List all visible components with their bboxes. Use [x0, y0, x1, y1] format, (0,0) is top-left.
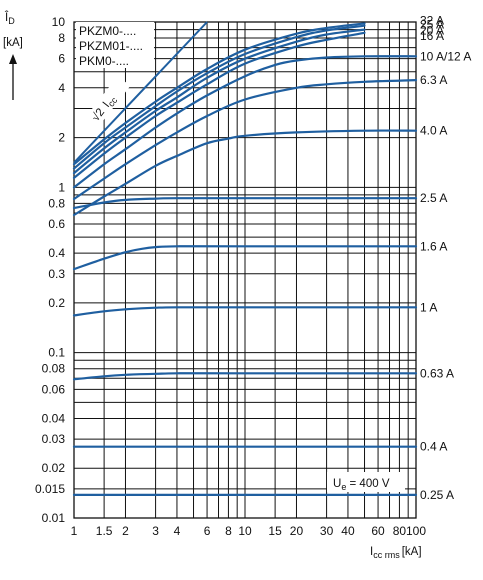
y-axis-unit: [kA]: [3, 37, 23, 49]
series-line: [72, 55, 418, 189]
y-tick-label: 0.8: [48, 196, 65, 210]
product-label-pkzm0: PKZM0-....: [79, 24, 136, 38]
x-tick-label: 15: [268, 524, 282, 538]
voltage-condition-text: Ue = 400 V: [333, 478, 390, 492]
series-line: [72, 245, 418, 271]
x-tick-label: 20: [290, 524, 304, 538]
product-label-pkm0: PKM0-....: [79, 54, 129, 68]
x-tick-label: 40: [341, 524, 355, 538]
y-tick-labels: 10 8 6 4 2 1 0.8 0.6 0.4 0.3 0.2 0.1 0.08 0.06 0.04 0.0…: [35, 15, 65, 525]
sqrt2-label-bg: [85, 75, 131, 127]
y-tick-label: 0.4: [48, 246, 65, 260]
product-labels: PKZM0-.... PKZM01-.... PKM0-....: [76, 22, 154, 68]
y-tick-label: 0.03: [42, 432, 66, 446]
y-tick-label: 0.02: [42, 461, 66, 475]
x-tick-label: 1: [71, 524, 78, 538]
chart-grid: [73, 21, 417, 519]
series-label: 0.63 A: [420, 366, 454, 380]
series-labels: 32 A25 A20 A16 A 10 A/12 A 6.3 A 4.0 A 2.5 A…: [420, 13, 471, 501]
x-tick-label: 8: [225, 524, 232, 538]
x-tick-label: 80: [393, 524, 407, 538]
series-label: 20 A: [420, 24, 444, 38]
voltage-condition: Ue = 400 V: [327, 472, 405, 492]
voltage-value: = 400 V: [346, 478, 389, 490]
series-label: 1.6 A: [420, 239, 447, 253]
series-label: 0.25 A: [420, 488, 454, 502]
x-axis-label: Icc rms [kA]: [370, 546, 422, 560]
y-axis-symbol: ÎD: [4, 11, 15, 26]
x-tick-label: 30: [320, 524, 334, 538]
y-tick-label: 0.08: [42, 362, 66, 376]
series-line: [72, 372, 418, 381]
series-line: [72, 28, 366, 175]
series-line: [72, 31, 366, 179]
series-label: 4.0 A: [420, 124, 447, 138]
series-curves: [72, 22, 418, 496]
series-line: [72, 197, 418, 210]
voltage-subscript: e: [341, 482, 346, 492]
series-label: 32 A: [420, 13, 444, 27]
y-tick-label: 0.6: [48, 217, 65, 231]
series-line: [72, 306, 418, 317]
x-tick-label: 1.5: [96, 524, 113, 538]
series-label: 16 A: [420, 29, 444, 43]
product-labels-bg: [76, 22, 154, 68]
sqrt2-reference-line: [73, 21, 208, 164]
sqrt2-symbol: I: [101, 100, 112, 110]
x-tick-label: 60: [371, 524, 385, 538]
x-axis-unit: [kA]: [402, 546, 422, 558]
x-tick-label: 3: [152, 524, 159, 538]
reference-line: [73, 21, 208, 164]
series-label: 1 A: [420, 300, 437, 314]
y-tick-label: 0.06: [42, 382, 66, 396]
y-tick-label: 4: [58, 81, 65, 95]
y-tick-label: 10: [52, 15, 66, 29]
y-tick-label: 0.1: [48, 346, 65, 360]
series-line: [72, 24, 366, 170]
y-tick-label: 0.04: [42, 411, 66, 425]
series-label: 25 A: [420, 18, 444, 32]
series-line: [72, 79, 418, 201]
series-line: [72, 129, 418, 217]
y-tick-label: 1: [58, 180, 65, 194]
x-axis-title: Icc rms [kA]: [370, 546, 422, 560]
y-axis-symbol-text: Î: [4, 11, 9, 24]
x-axis-subscript: cc rms: [373, 550, 400, 560]
x-axis-symbol: I: [370, 546, 373, 558]
y-tick-label: 0.015: [35, 482, 65, 496]
sqrt2-root: √2: [89, 106, 107, 124]
series-label: 6.3 A: [420, 73, 447, 87]
y-tick-label: 0.2: [48, 296, 65, 310]
series-label: 0.4 A: [420, 440, 447, 454]
y-axis-arrow-head: [9, 54, 17, 64]
series-line: [72, 22, 366, 166]
sqrt2-label: √2Icc: [85, 75, 131, 127]
x-tick-label: 2: [122, 524, 129, 538]
x-tick-label: 4: [174, 524, 181, 538]
x-tick-labels: 1 1.5 2 3 4 6 8 10 15 20 30 40 60 80 100: [71, 524, 427, 538]
product-label-pkzm01: PKZM01-....: [79, 39, 143, 53]
voltage-condition-bg: [327, 472, 405, 492]
y-axis-subscript: D: [8, 16, 15, 26]
series-label: 10 A/12 A: [420, 49, 471, 63]
y-tick-label: 8: [58, 31, 65, 45]
y-tick-label: 0.3: [48, 267, 65, 281]
voltage-symbol: U: [333, 478, 341, 490]
y-tick-label: 2: [58, 131, 65, 145]
x-tick-label: 10: [238, 524, 252, 538]
x-tick-label: 6: [204, 524, 211, 538]
y-tick-label: 0.01: [42, 511, 66, 525]
x-tick-label: 100: [406, 524, 426, 538]
y-axis-title: ÎD [kA]: [3, 11, 23, 100]
y-tick-label: 6: [58, 52, 65, 66]
series-label: 2.5 A: [420, 191, 447, 205]
